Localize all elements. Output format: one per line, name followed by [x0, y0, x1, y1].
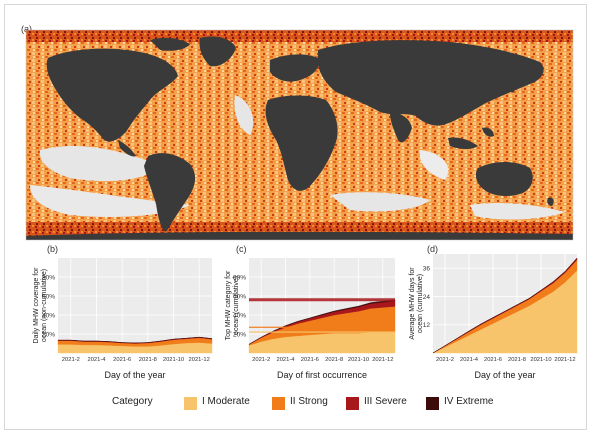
c-ylabel: Top MHW category forocean (cumulative) [225, 270, 240, 340]
panel-d-label: (d) [427, 244, 438, 254]
legend-label-moderate: I Moderate [202, 396, 250, 407]
b-ylabel: Daily MHW coverage forocean (non-cumulat… [33, 267, 48, 344]
legend: Category I Moderate II Strong III Severe… [0, 393, 593, 413]
d-xtick-label: 2021-6 [484, 357, 502, 363]
b-ytick-label: 80% [42, 275, 55, 282]
d-ytick-label: 36 [423, 266, 431, 273]
d-ylabel-line-2: ocean (cumulative) [417, 274, 424, 333]
b-xlabel: Day of the year [104, 370, 165, 380]
b-ylabel-line-2: ocean (non-cumulative) [41, 269, 48, 342]
d-ylabel-line-1: Average MHW days for [409, 267, 416, 340]
c-xtick-label: 2021-4 [276, 357, 295, 363]
panel-b-label: (b) [47, 244, 58, 254]
d-xtick-label: 2021-10 [530, 357, 551, 363]
c-ytick-label: 40% [233, 313, 246, 320]
b-plot-area [58, 258, 212, 353]
b-xtick-label: 2021-12 [189, 357, 210, 363]
c-xlabel: Day of first occurrence [277, 370, 367, 380]
legend-swatch-strong [272, 397, 285, 410]
c-xtick-label: 2021-12 [372, 357, 393, 363]
b-xtick-label: 2021-2 [62, 357, 80, 363]
d-xtick-label: 2021-4 [460, 357, 479, 363]
c-ytick-label: 80% [233, 275, 246, 282]
d-xtick-label: 2021-2 [436, 357, 454, 363]
legend-title: Category [112, 396, 153, 407]
c-ylabel-line-1: Top MHW category for [225, 270, 232, 340]
d-xtick-label: 2021-12 [554, 357, 575, 363]
c-xtick-label: 2021-8 [325, 357, 343, 363]
d-ytick-label: 24 [423, 294, 431, 301]
b-xtick-label: 2021-8 [139, 357, 157, 363]
legend-swatch-moderate [184, 397, 197, 410]
d-ylabel: Average MHW days forocean (cumulative) [409, 267, 424, 340]
b-ytick-label: 60% [42, 294, 55, 301]
legend-swatch-extreme [426, 397, 439, 410]
legend-label-strong: II Strong [290, 396, 328, 407]
b-ytick-label: 40% [42, 313, 55, 320]
b-xtick-label: 2021-6 [113, 357, 131, 363]
legend-label-severe: III Severe [364, 396, 407, 407]
d-xtick-label: 2021-8 [508, 357, 526, 363]
panel-c-label: (c) [236, 244, 247, 254]
c-xtick-label: 2021-10 [348, 357, 369, 363]
legend-label-extreme: IV Extreme [444, 396, 494, 407]
b-ylabel-line-1: Daily MHW coverage for [33, 267, 40, 344]
c-ylabel-line-2: ocean (cumulative) [233, 276, 240, 335]
b-series-iv-extreme [57, 336, 213, 344]
d-xlabel: Day of the year [474, 370, 535, 380]
c-xtick-label: 2021-6 [301, 357, 319, 363]
d-ytick-label: 12 [423, 322, 431, 329]
b-xtick-label: 2021-4 [87, 357, 106, 363]
b-ytick-label: 20% [42, 332, 55, 339]
d-series-iv-extreme [432, 257, 578, 354]
b-xtick-label: 2021-10 [163, 357, 184, 363]
c-ytick-label: 20% [233, 332, 246, 339]
legend-swatch-severe [346, 397, 359, 410]
c-ytick-label: 60% [233, 294, 246, 301]
figure-frame [4, 4, 587, 430]
c-xtick-label: 2021-2 [252, 357, 270, 363]
panel-a-label: (a) [21, 24, 32, 34]
